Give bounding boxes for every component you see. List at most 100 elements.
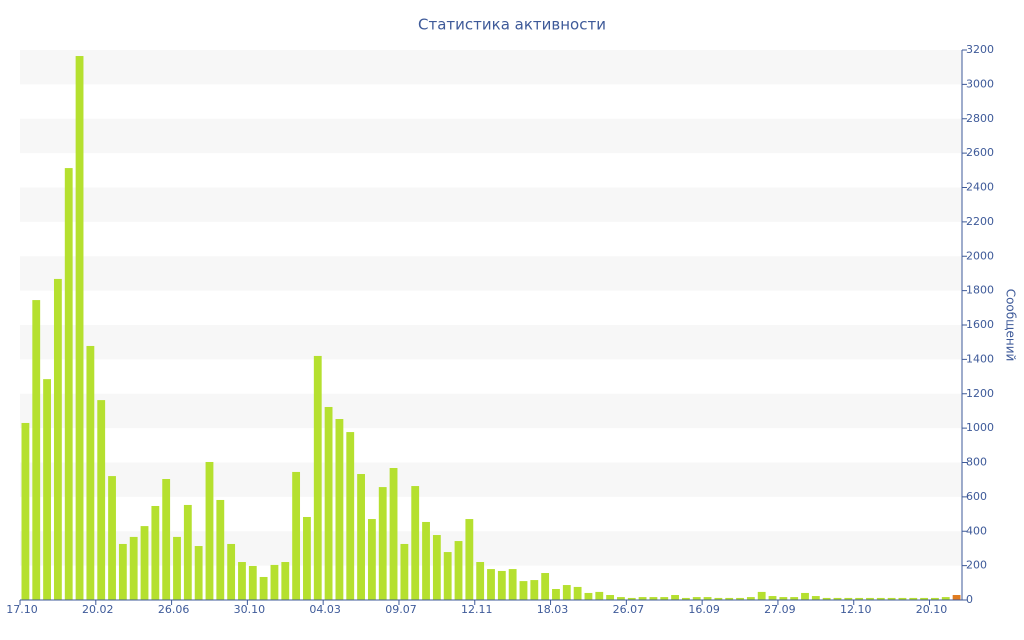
x-tick-label: 26.06 [158, 603, 190, 616]
bar [205, 461, 214, 600]
bar [714, 597, 723, 600]
x-tick-label: 17.10 [6, 603, 38, 616]
bar [367, 519, 376, 600]
y-tick-label: 3200 [966, 43, 994, 56]
grid-band [20, 187, 962, 222]
bar [487, 569, 495, 600]
grid-band [20, 325, 962, 360]
bar [595, 591, 604, 600]
bar [703, 597, 712, 600]
bar [606, 595, 615, 600]
bar [248, 565, 257, 600]
bar [432, 535, 441, 600]
y-tick-label: 2000 [966, 249, 994, 262]
grid-band [20, 256, 962, 291]
bar [43, 379, 51, 600]
y-tick-label: 2200 [966, 215, 994, 228]
bar [411, 486, 420, 600]
bar [855, 597, 864, 600]
bar [541, 573, 550, 600]
bar [562, 585, 571, 600]
bar [303, 516, 311, 600]
bar [53, 278, 62, 600]
bar [86, 345, 95, 600]
bar [920, 597, 929, 600]
bar [238, 562, 246, 600]
bar [129, 536, 138, 600]
bar [497, 570, 506, 600]
y-tick-label: 2800 [966, 112, 994, 125]
bar [151, 505, 160, 600]
bar [519, 581, 528, 600]
chart-title: Статистика активности [418, 16, 606, 34]
x-tick-label: 16.09 [688, 603, 720, 616]
x-tick-label: 04.03 [309, 603, 341, 616]
bar [725, 597, 734, 600]
bar [681, 597, 690, 600]
bar [173, 536, 181, 600]
bar [779, 597, 788, 600]
bar [617, 597, 625, 600]
y-tick-label: 2400 [966, 181, 994, 194]
y-tick-label: 1000 [966, 421, 994, 434]
bar [941, 597, 950, 600]
bar [833, 597, 842, 600]
bar [21, 422, 30, 600]
y-tick-label: 1600 [966, 318, 994, 331]
y-tick-label: 1400 [966, 352, 994, 365]
bar [259, 576, 268, 600]
bar [552, 589, 560, 600]
y-axis-label: Сообщений [1004, 289, 1018, 362]
y-tick-label: 3000 [966, 77, 994, 90]
bar [876, 597, 885, 600]
grid-band [20, 118, 962, 154]
bar [227, 543, 236, 600]
bar [183, 504, 192, 600]
y-tick-label: 2600 [966, 146, 994, 159]
grid-band [20, 462, 962, 497]
bar [335, 419, 344, 600]
bar [671, 595, 679, 600]
bar [270, 564, 279, 600]
bar [97, 400, 106, 600]
x-tick-label: 20.02 [82, 603, 114, 616]
y-tick-label: 1200 [966, 387, 994, 400]
bar [790, 597, 799, 600]
y-tick-label: 600 [966, 490, 987, 503]
grid-band [20, 531, 962, 566]
x-tick-label: 12.10 [840, 603, 872, 616]
bar [736, 597, 744, 600]
x-tick-label: 09.07 [385, 603, 417, 616]
grid-band [20, 393, 962, 429]
bar [140, 526, 149, 600]
bar [952, 595, 961, 600]
x-tick-label: 26.07 [613, 603, 645, 616]
bar [627, 597, 636, 600]
bar [32, 300, 41, 600]
bar [400, 543, 409, 600]
bar [75, 56, 84, 600]
x-tick-label: 30.10 [234, 603, 266, 616]
bar [811, 596, 820, 600]
bar [162, 479, 171, 600]
bar [801, 592, 809, 600]
x-tick-label: 12.11 [461, 603, 493, 616]
bar [844, 597, 853, 600]
bar [822, 597, 831, 600]
bar [422, 521, 430, 600]
bar [292, 471, 301, 600]
bar [508, 569, 517, 600]
y-tick-label: 0 [966, 593, 973, 606]
bar [108, 476, 116, 600]
bar [64, 168, 73, 600]
grid-band [20, 50, 962, 85]
y-tick-label: 800 [966, 456, 987, 469]
bar [194, 546, 203, 600]
bar [530, 580, 539, 600]
bar [692, 597, 701, 600]
bar [638, 597, 647, 600]
bar [378, 487, 387, 600]
bar [476, 562, 485, 600]
x-tick-label: 18.03 [537, 603, 569, 616]
